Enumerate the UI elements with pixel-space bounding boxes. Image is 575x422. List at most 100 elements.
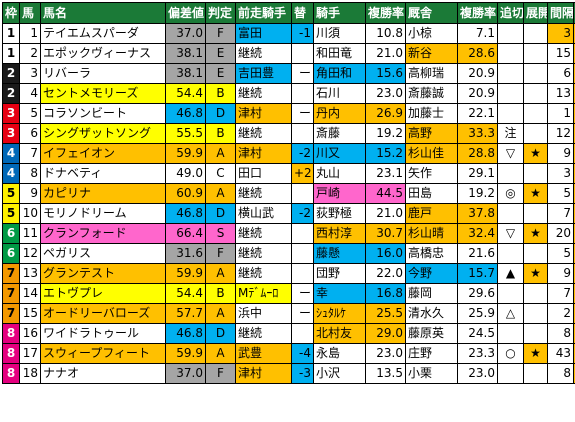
race-entries-table: 枠馬馬名偏差値判定前走騎手替騎手複勝率厩舎複勝率追切展開間隔↑ 11テイエムスパ… [2,2,575,384]
jockey-rate: 23.1 [365,163,406,184]
jockey-name: 荻野極 [313,203,366,224]
horse-name: クランフォード [40,223,166,244]
trainer-rate: 33.3 [457,123,498,144]
jockey-name: ｼｭﾀﾙｹ [313,303,366,324]
tenkai-star-icon [523,283,548,304]
header-interval[interactable]: 間隔 [547,2,574,24]
grade-badge: E [205,43,236,64]
grade-badge: B [205,83,236,104]
header-horse-name[interactable]: 馬名 [40,2,166,24]
prev-jockey: 継続 [235,223,292,244]
header-prev-jockey[interactable]: 前走騎手 [235,2,292,24]
interval-weeks: 3 [547,163,574,184]
jockey-name: 石川 [313,83,366,104]
jockey-rate: 19.2 [365,123,406,144]
jockey-name: 角田和 [313,63,366,84]
oikiri-mark: ○ [497,343,524,364]
jockey-change [291,183,314,204]
waku-cell: 3 [2,103,20,124]
grade-badge: F [205,243,236,264]
jockey-change [291,243,314,264]
horse-name: エトヴプレ [40,283,166,304]
waku-cell: 2 [2,63,20,84]
jockey-name: 丸山 [313,163,366,184]
jockey-change: +2 [291,163,314,184]
header-trainer[interactable]: 厩舎 [405,2,458,24]
oikiri-mark: ▲ [497,263,524,284]
trainer-name: 高柳瑞 [405,63,458,84]
jockey-change [291,223,314,244]
hensa-value: 60.9 [165,183,206,204]
jockey-name: 北村友 [313,323,366,344]
prev-jockey: 田口 [235,163,292,184]
oikiri-mark [497,23,524,44]
jockey-name: 川須 [313,23,366,44]
header-hensa[interactable]: 偏差値 [165,2,206,24]
header-waku[interactable]: 枠 [2,2,20,24]
jockey-rate: 26.9 [365,103,406,124]
grade-badge: D [205,203,236,224]
header-jockey-rate[interactable]: 複勝率 [365,2,406,24]
horse-name: カピリナ [40,183,166,204]
waku-cell: 2 [2,83,20,104]
waku-cell: 5 [2,183,20,204]
grade-badge: B [205,123,236,144]
tenkai-star-icon [523,323,548,344]
jockey-rate: 15.6 [365,63,406,84]
tenkai-star-icon [523,303,548,324]
header-tenkai[interactable]: 展開 [523,2,548,24]
horse-number: 18 [19,363,41,384]
header-umaban[interactable]: 馬 [19,2,41,24]
jockey-rate: 44.5 [365,183,406,204]
header-oikiri[interactable]: 追切 [497,2,524,24]
trainer-name: 杉山晴 [405,223,458,244]
horse-name: テイエムスパーダ [40,23,166,44]
oikiri-mark: ▽ [497,143,524,164]
horse-number: 16 [19,323,41,344]
horse-name: ドナベティ [40,163,166,184]
jockey-change [291,43,314,64]
horse-name: リバーラ [40,63,166,84]
grade-badge: A [205,143,236,164]
prev-jockey: 継続 [235,183,292,204]
header-jockey[interactable]: 騎手 [313,2,366,24]
header-trainer-rate[interactable]: 複勝率 [457,2,498,24]
jockey-name: 川又 [313,143,366,164]
trainer-name: 庄野 [405,343,458,364]
header-grade[interactable]: 判定 [205,2,236,24]
prev-jockey: 横山武 [235,203,292,224]
hensa-value: 38.1 [165,63,206,84]
horse-name: グランテスト [40,263,166,284]
trainer-rate: 15.7 [457,263,498,284]
trainer-rate: 29.6 [457,283,498,304]
horse-name: エポックヴィーナス [40,43,166,64]
interval-weeks: 1 [547,103,574,124]
horse-number: 12 [19,243,41,264]
hensa-value: 55.5 [165,123,206,144]
header-kae[interactable]: 替 [291,2,314,24]
interval-weeks: 43 [547,343,574,364]
tenkai-star-icon [523,63,548,84]
interval-weeks: 5 [547,243,574,264]
oikiri-mark: ▽ [497,223,524,244]
interval-weeks: 15 [547,43,574,64]
